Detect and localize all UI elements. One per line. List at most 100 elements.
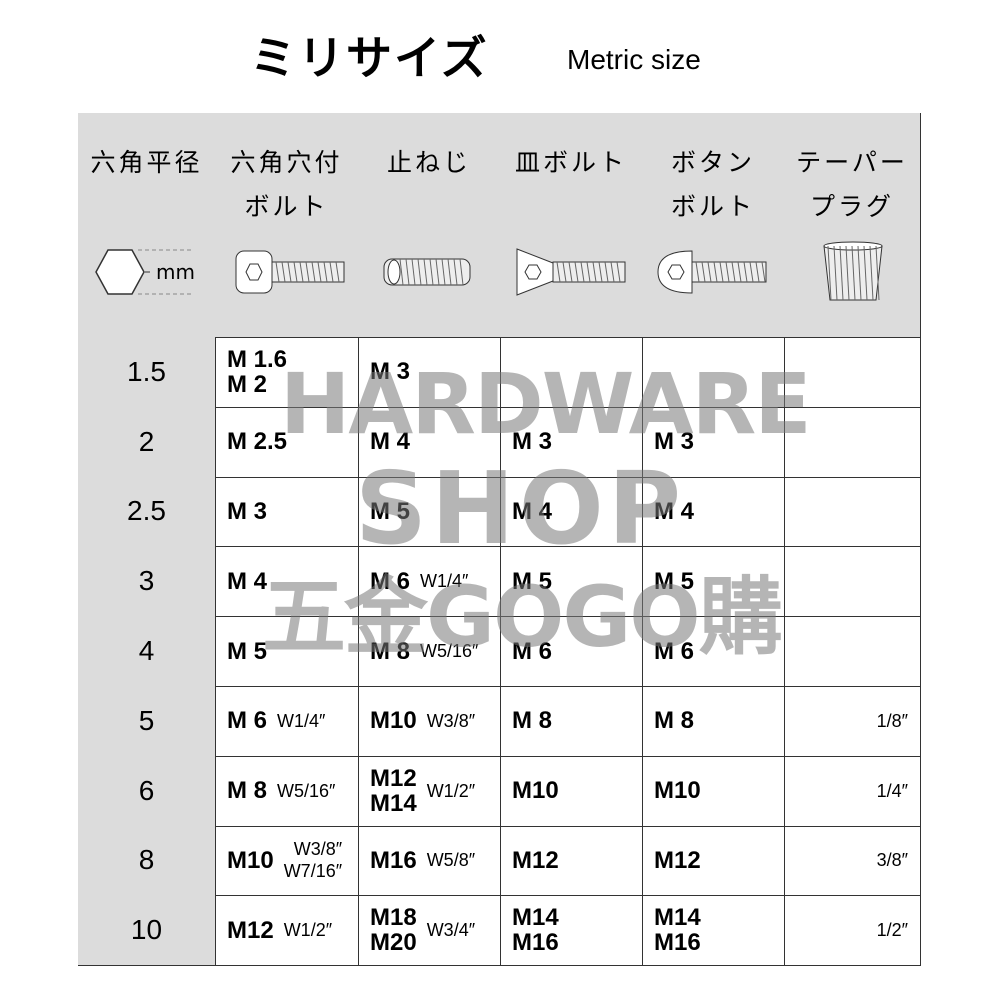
metric-label: M 5 <box>370 497 411 525</box>
metric-size: M 2.5 <box>227 429 287 454</box>
metric-size: M 6 <box>370 569 410 594</box>
header-cell: 止ねじ <box>358 113 501 338</box>
metric-label: M10 <box>370 707 417 735</box>
table-cell <box>500 337 643 408</box>
metric-size: M 8 <box>654 708 694 733</box>
metric-size: M 6 <box>512 639 552 664</box>
table-cell: M 3 <box>358 337 501 408</box>
inch-label: W5/16″ <box>420 641 479 662</box>
metric-label: M 8 <box>654 707 695 735</box>
header-label: 六角平径 <box>90 148 203 177</box>
metric-label: M10 <box>654 777 701 805</box>
metric-label: M16 <box>370 846 417 874</box>
inch-size: W5/16″ <box>277 780 335 802</box>
size-cell: 10 <box>78 895 216 967</box>
metric-label: M 3 <box>654 428 695 456</box>
table-cell: 1/2″ <box>784 895 921 967</box>
icon <box>235 250 345 294</box>
metric-size: M 6 <box>654 639 694 664</box>
inch-size: W3/8″ W7/16″ <box>284 838 342 882</box>
metric-label: M 6 <box>227 707 268 735</box>
header-label: ボタン <box>670 148 755 177</box>
inch-size: W5/8″ <box>427 849 475 871</box>
metric-label: M 2 <box>227 370 268 398</box>
metric-label: M 6 <box>512 637 553 665</box>
inch-label: W5/8″ <box>426 850 476 871</box>
metric-label: M 8 <box>512 707 553 735</box>
table-cell: M 8 W5/16″ <box>358 616 501 687</box>
inch-label: W1/4″ <box>420 571 469 592</box>
table-cell: M 3 <box>642 406 785 478</box>
table-cell: M 4 <box>358 406 501 478</box>
table-cell <box>784 337 921 408</box>
title: ミリサイズ <box>250 31 489 85</box>
table-cell: 3/8″ <box>784 825 921 897</box>
metric-label: M 8 <box>370 637 411 665</box>
metric-label: M 8 <box>227 777 268 805</box>
table-cell: M14 M16 <box>642 895 785 967</box>
table-cell <box>784 546 921 618</box>
metric-size: M 6 <box>227 708 267 733</box>
table-cell: M 4 <box>215 546 359 618</box>
icon <box>95 249 193 295</box>
icon <box>516 248 626 296</box>
table-cell: M 8 <box>500 686 643 757</box>
table-cell: M 5 <box>642 546 785 618</box>
metric-size: M 3 <box>227 499 267 524</box>
metric-label: M14 <box>512 904 559 932</box>
metric-size: M 1.6 M 2 <box>227 347 287 397</box>
inch-label: 1/2″ <box>876 920 908 941</box>
metric-label: M 5 <box>512 567 553 595</box>
metric-size: M12 <box>227 918 274 943</box>
icon <box>657 250 767 294</box>
metric-label: M14 <box>370 789 417 817</box>
table-cell: M10 <box>500 755 643 827</box>
table-cell <box>784 616 921 687</box>
metric-size: M 4 <box>512 499 552 524</box>
metric-label: M 4 <box>227 567 268 595</box>
inch-size: 1/8″ <box>877 710 908 732</box>
table-cell <box>784 406 921 478</box>
hex-unit: mm <box>156 260 195 284</box>
table-cell: M10 W3/8″ <box>358 686 501 757</box>
header-label: プラグ <box>809 192 894 221</box>
metric-label: M12 <box>654 846 701 874</box>
size-cell: 5 <box>78 686 216 757</box>
metric-label: M10 <box>227 846 274 874</box>
metric-label: M16 <box>512 929 559 957</box>
table-cell: M18 M20 W3/4″ <box>358 895 501 967</box>
inch-label: 1/8″ <box>876 710 908 731</box>
metric-size: M 3 <box>512 429 552 454</box>
table-cell: M10 W3/8″ W7/16″ <box>215 825 359 897</box>
header-label: テーパー <box>796 148 908 177</box>
table-cell: M 4 <box>500 476 643 548</box>
inch-label: W1/4″ <box>277 710 326 731</box>
table-cell: M12 M14 W1/2″ <box>358 755 501 827</box>
inch-label: W7/16″ <box>283 861 343 882</box>
metric-size: M 8 <box>512 708 552 733</box>
metric-label: M 2.5 <box>227 428 288 456</box>
table-cell <box>642 337 785 408</box>
inch-size: 3/8″ <box>877 849 908 871</box>
table-cell: 1/8″ <box>784 686 921 757</box>
table-cell: M10 <box>642 755 785 827</box>
metric-label: M 4 <box>370 428 411 456</box>
inch-label: W1/2″ <box>426 780 476 801</box>
table-cell: M12 W1/2″ <box>215 895 359 967</box>
metric-size: M 5 <box>227 639 267 664</box>
table-cell: M 5 <box>500 546 643 618</box>
metric-label: M 1.6 <box>227 345 288 373</box>
header-label: 止ねじ <box>386 148 471 177</box>
metric-size: M10 <box>654 778 701 803</box>
inch-size: W3/4″ <box>427 919 475 941</box>
metric-label: M 4 <box>654 497 695 525</box>
inch-label: 3/8″ <box>876 850 908 871</box>
table-cell: M12 <box>500 825 643 897</box>
metric-size: M16 <box>370 848 417 873</box>
metric-size: M 5 <box>512 569 552 594</box>
size-cell: 3 <box>78 546 216 618</box>
metric-size: M 4 <box>227 569 267 594</box>
inch-label: W3/8″ <box>293 839 343 860</box>
metric-label: M 4 <box>512 497 553 525</box>
metric-size: M 4 <box>370 429 410 454</box>
